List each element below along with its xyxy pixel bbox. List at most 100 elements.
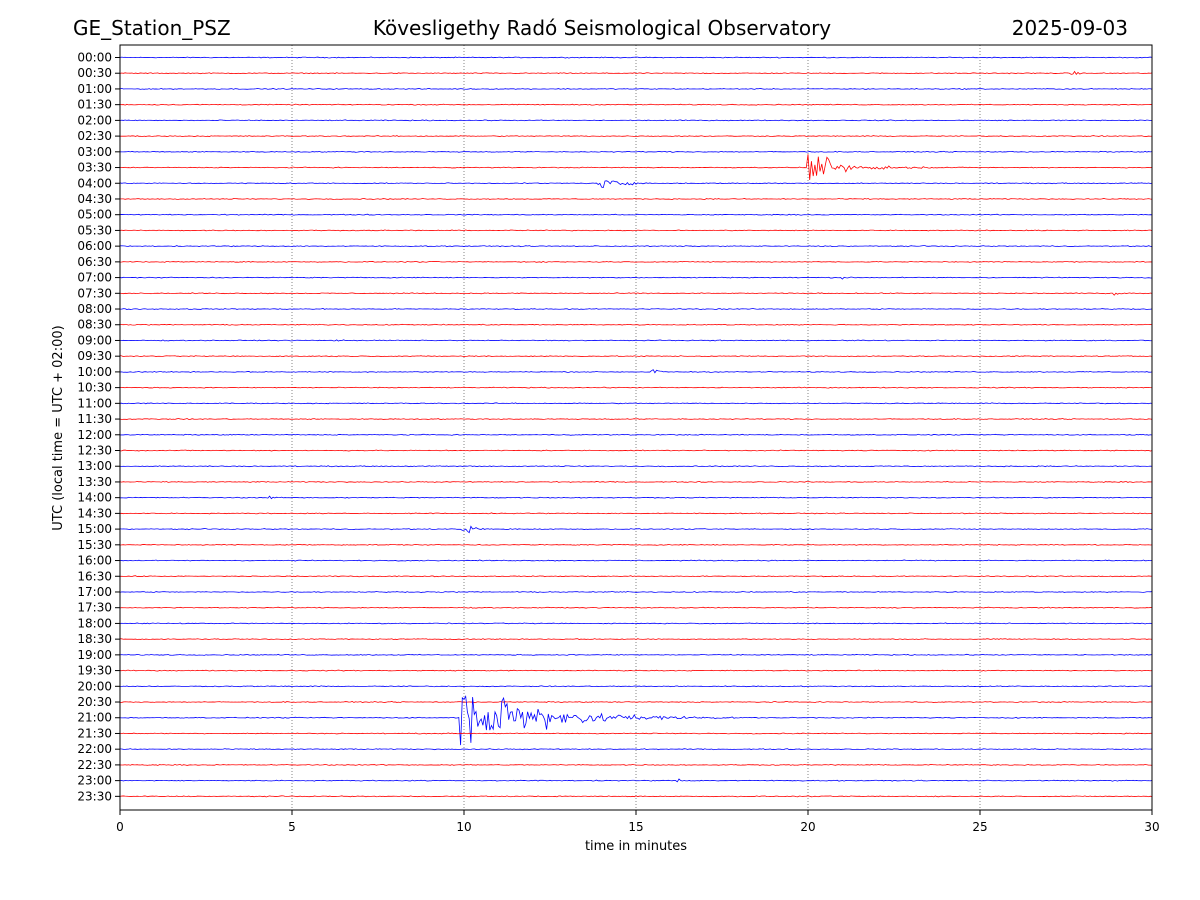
- y-tick-label: 21:30: [77, 726, 112, 740]
- x-tick-label: 20: [800, 820, 815, 834]
- y-tick-label: 04:30: [77, 192, 112, 206]
- y-tick-label: 03:00: [77, 145, 112, 159]
- y-tick-label: 12:00: [77, 428, 112, 442]
- y-tick-label: 18:00: [77, 616, 112, 630]
- x-tick-label: 0: [116, 820, 124, 834]
- trace-0030: [119, 70, 1153, 75]
- trace-0730: [119, 292, 1153, 296]
- x-tick-label: 15: [628, 820, 643, 834]
- trace-1600: [119, 559, 1153, 562]
- x-tick-label: 10: [456, 820, 471, 834]
- y-tick-label: 17:00: [77, 585, 112, 599]
- y-tick-label: 23:00: [77, 774, 112, 788]
- y-tick-label: 08:30: [77, 318, 112, 332]
- y-tick-label: 09:00: [77, 333, 112, 347]
- trace-2300: [119, 778, 1153, 783]
- trace-1000: [119, 369, 1153, 374]
- trace-0630: [119, 260, 1153, 263]
- trace-0100: [119, 87, 1153, 90]
- trace-1230: [119, 449, 1153, 452]
- trace-1900: [119, 653, 1153, 656]
- y-tick-label: 23:30: [77, 789, 112, 803]
- trace-1700: [119, 590, 1153, 593]
- trace-2030: [119, 701, 1153, 704]
- trace-0200: [119, 119, 1153, 122]
- y-tick-label: 19:00: [77, 648, 112, 662]
- x-tick-label: 25: [972, 820, 987, 834]
- y-tick-label: 13:30: [77, 475, 112, 489]
- trace-1330: [119, 480, 1153, 483]
- trace-2230: [119, 763, 1153, 766]
- y-tick-label: 15:30: [77, 538, 112, 552]
- y-tick-label: 22:00: [77, 742, 112, 756]
- trace-0130: [119, 103, 1153, 106]
- trace-0530: [119, 229, 1153, 232]
- x-axis-ticks: 0 5 10 15 20 25 30: [116, 810, 1160, 834]
- y-tick-label: 19:30: [77, 664, 112, 678]
- trace-0500: [119, 213, 1153, 216]
- plot-frame: [119, 44, 1153, 811]
- trace-0300: [119, 150, 1153, 153]
- trace-0830: [119, 323, 1153, 326]
- y-tick-label: 06:00: [77, 239, 112, 253]
- y-tick-label: 04:00: [77, 176, 112, 190]
- trace-0800: [119, 308, 1153, 311]
- observatory-title: Kövesligethy Radó Seismological Observat…: [373, 16, 831, 40]
- y-tick-label: 03:30: [77, 161, 112, 175]
- y-tick-label: 00:30: [77, 66, 112, 80]
- trace-1530: [119, 543, 1153, 546]
- trace-1400: [119, 495, 1153, 500]
- trace-1630: [119, 575, 1153, 578]
- y-tick-label: 13:00: [77, 459, 112, 473]
- trace-1200: [119, 433, 1153, 436]
- y-tick-label: 01:30: [77, 98, 112, 112]
- seismic-traces: [119, 56, 1153, 798]
- trace-0430: [119, 198, 1153, 200]
- x-tick-label: 30: [1144, 820, 1159, 834]
- x-axis-label: time in minutes: [585, 839, 687, 854]
- y-tick-label: 09:30: [77, 349, 112, 363]
- y-tick-label: 05:00: [77, 208, 112, 222]
- trace-0400: [119, 180, 1153, 189]
- trace-1800: [119, 622, 1153, 625]
- y-tick-label: 02:00: [77, 113, 112, 127]
- trace-1030: [119, 386, 1153, 389]
- x-tick-label: 5: [288, 820, 296, 834]
- trace-2200: [119, 748, 1153, 751]
- trace-0900: [119, 339, 1153, 342]
- y-tick-label: 10:00: [77, 365, 112, 379]
- station-title: GE_Station_PSZ: [73, 16, 231, 40]
- y-tick-label: 11:00: [77, 396, 112, 410]
- y-tick-label: 17:30: [77, 601, 112, 615]
- y-tick-label: 20:00: [77, 679, 112, 693]
- y-tick-label: 14:00: [77, 491, 112, 505]
- y-tick-label: 11:30: [77, 412, 112, 426]
- y-tick-label: 08:00: [77, 302, 112, 316]
- trace-0700: [119, 276, 1153, 280]
- y-tick-label: 05:30: [77, 223, 112, 237]
- trace-0230: [119, 135, 1153, 138]
- y-tick-label: 15:00: [77, 522, 112, 536]
- y-tick-label: 21:00: [77, 711, 112, 725]
- trace-2130: [119, 732, 1153, 735]
- trace-0330: [119, 154, 1153, 181]
- y-tick-label: 06:30: [77, 255, 112, 269]
- trace-2000: [119, 685, 1153, 688]
- y-tick-label: 20:30: [77, 695, 112, 709]
- y-tick-label: 16:00: [77, 554, 112, 568]
- trace-1430: [119, 512, 1153, 515]
- trace-2100: [119, 695, 1153, 746]
- y-tick-label: 00:00: [77, 51, 112, 65]
- trace-2330: [119, 795, 1153, 798]
- y-tick-label: 18:30: [77, 632, 112, 646]
- trace-1500: [119, 525, 1153, 534]
- trace-0930: [119, 355, 1153, 358]
- trace-1300: [119, 465, 1153, 468]
- trace-1100: [119, 402, 1153, 405]
- y-tick-label: 22:30: [77, 758, 112, 772]
- y-tick-label: 16:30: [77, 569, 112, 583]
- y-tick-label: 07:30: [77, 286, 112, 300]
